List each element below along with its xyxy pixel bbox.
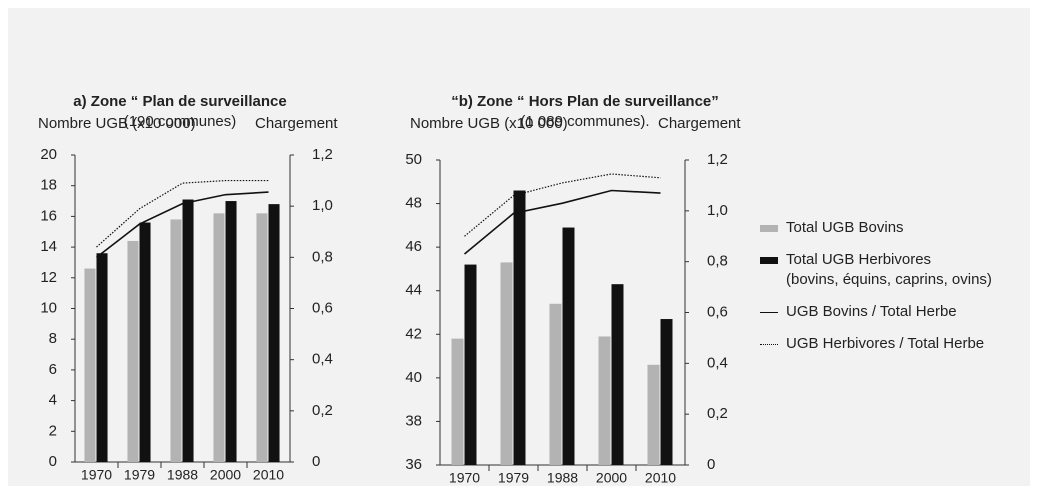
chart-title: “b) Zone “ Hors Plan de surveillance” <box>451 93 719 110</box>
x-tick-label: 1979 <box>124 467 155 483</box>
y2-tick-label: 0,6 <box>707 303 728 320</box>
legend-item: Total UGB Bovins <box>760 218 992 238</box>
y-tick-label: 48 <box>405 195 422 212</box>
legend-label: UGB Bovins / Total Herbe <box>786 303 957 320</box>
y2-axis-label: Chargement <box>255 115 338 132</box>
line <box>464 173 661 237</box>
bar <box>513 190 526 465</box>
y2-tick-label: 1,2 <box>707 151 728 168</box>
bar <box>256 213 268 462</box>
legend-label: Total UGB Bovins <box>786 219 904 236</box>
legend-label: UGB Herbivores / Total Herbe <box>786 335 985 352</box>
bar <box>598 336 611 465</box>
y2-tick-label: 1,0 <box>312 197 333 214</box>
y-tick-label: 50 <box>405 151 422 168</box>
x-tick-label: 1970 <box>449 470 480 486</box>
bar <box>464 264 477 465</box>
bar <box>84 268 96 462</box>
y2-tick-label: 0 <box>312 453 320 470</box>
y-tick-label: 10 <box>40 299 57 316</box>
y2-tick-label: 1,2 <box>312 146 333 163</box>
y-axis-label: Nombre UGB (x10 000) <box>410 115 568 132</box>
x-tick-label: 2010 <box>253 467 284 483</box>
y-tick-label: 18 <box>40 177 57 194</box>
bar <box>500 262 513 465</box>
bar <box>451 338 464 465</box>
bar <box>170 219 182 462</box>
legend-swatch <box>760 312 778 313</box>
bar <box>182 199 194 462</box>
y-tick-label: 8 <box>49 330 57 347</box>
bar <box>660 319 673 465</box>
y-axis-label: Nombre UGB (x10 000) <box>38 115 196 132</box>
bar <box>139 222 151 462</box>
legend-item: UGB Herbivores / Total Herbe <box>760 334 992 354</box>
legend-item: Total UGB Herbivores (bovins, équins, ca… <box>760 250 992 290</box>
y-tick-label: 14 <box>40 238 57 255</box>
y-tick-label: 36 <box>405 456 422 473</box>
y2-tick-label: 0,2 <box>312 402 333 419</box>
y-tick-label: 16 <box>40 207 57 224</box>
bar <box>127 240 139 462</box>
x-tick-label: 2000 <box>596 470 627 486</box>
legend-swatch <box>760 344 778 345</box>
legend-label: Total UGB Herbivores (bovins, équins, ca… <box>786 251 992 288</box>
y2-tick-label: 0,2 <box>707 405 728 422</box>
y-tick-label: 38 <box>405 412 422 429</box>
bar <box>611 284 624 465</box>
y-tick-label: 2 <box>49 422 57 439</box>
legend: Total UGB Bovins Total UGB Herbivores (bo… <box>760 218 992 366</box>
x-tick-label: 1979 <box>498 470 529 486</box>
line <box>96 179 269 248</box>
bar <box>647 364 660 465</box>
y2-tick-label: 0 <box>707 456 715 473</box>
legend-swatch <box>760 257 778 264</box>
y2-tick-label: 0,6 <box>312 299 333 316</box>
y2-axis-label: Chargement <box>658 115 741 132</box>
legend-swatch <box>760 225 778 232</box>
bar <box>96 253 108 462</box>
y-tick-label: 42 <box>405 325 422 342</box>
chart-subtitle: (1 089 communes). <box>520 113 649 130</box>
y2-tick-label: 0,4 <box>312 351 333 368</box>
x-tick-label: 1988 <box>547 470 578 486</box>
x-tick-label: 2010 <box>645 470 676 486</box>
bar <box>213 213 225 462</box>
y-tick-label: 12 <box>40 269 57 286</box>
y2-tick-label: 0,8 <box>312 248 333 265</box>
x-tick-label: 1988 <box>167 467 198 483</box>
y-tick-label: 44 <box>405 282 422 299</box>
legend-item: UGB Bovins / Total Herbe <box>760 302 992 322</box>
y2-tick-label: 1,0 <box>707 202 728 219</box>
bar <box>225 201 237 463</box>
y2-tick-label: 0,8 <box>707 253 728 270</box>
y-tick-label: 40 <box>405 369 422 386</box>
chart-title: a) Zone “ Plan de surveillance <box>73 93 286 110</box>
x-tick-label: 1970 <box>81 467 112 483</box>
y2-tick-label: 0,4 <box>707 354 728 371</box>
chart-subtitle: (190 communes) <box>124 113 237 130</box>
y-tick-label: 20 <box>40 146 57 163</box>
y-tick-label: 6 <box>49 361 57 378</box>
x-tick-label: 2000 <box>210 467 241 483</box>
bar <box>268 204 280 462</box>
line <box>463 189 661 255</box>
y-tick-label: 4 <box>49 392 57 409</box>
y-tick-label: 46 <box>405 238 422 255</box>
bar <box>562 227 575 465</box>
y-tick-label: 0 <box>49 453 57 470</box>
bar <box>549 303 562 465</box>
line <box>96 191 269 258</box>
